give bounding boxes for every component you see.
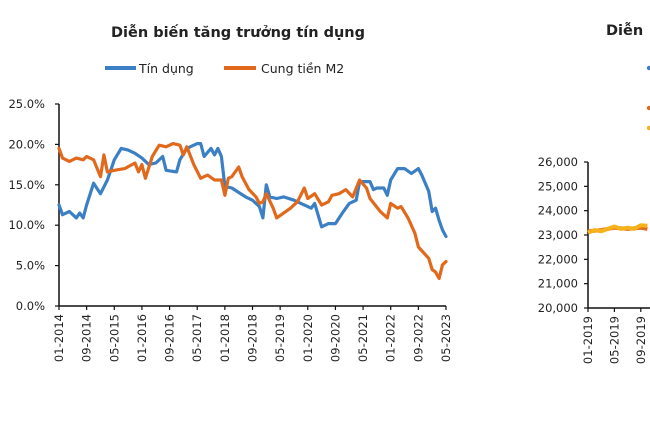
- x-tick-label: 05-2021: [356, 314, 370, 362]
- y-tick-label: 20.0%: [8, 137, 45, 151]
- legend-label-m2: Cung tiền M2: [261, 61, 344, 76]
- series-line-tin-dung: [57, 142, 448, 239]
- y-tick-label: 10.0%: [8, 218, 45, 232]
- y-tick-label: 15.0%: [8, 178, 45, 192]
- chart-title-right: Diễn: [606, 22, 643, 39]
- y-tick-label: 20,000: [538, 301, 578, 315]
- x-tick-label: 09-2018: [246, 314, 260, 362]
- x-tick-label: 09-2019: [634, 316, 648, 364]
- x-tick-label: 09-2022: [411, 314, 425, 362]
- x-tick-label: 09-2016: [163, 314, 177, 362]
- axes-right: 20,000 21,000 22,000 23,000 24,000 25,000 26,0…: [538, 155, 650, 364]
- x-tick-label: 09-2014: [80, 314, 94, 362]
- x-tick-label: 01-2020: [301, 314, 315, 362]
- y-tick-label: 22,000: [538, 252, 578, 266]
- x-tick-label: 01-2018: [218, 314, 232, 362]
- y-tick-label: 0.0%: [16, 299, 45, 313]
- series-line-right-1: [587, 223, 648, 235]
- y-tick-label: 25,000: [538, 179, 578, 193]
- series-line-cung-tien-m2: [57, 142, 448, 281]
- y-tick-label: 23,000: [538, 228, 578, 242]
- x-tick-label: 05-2019: [273, 314, 287, 362]
- legend-marker: [646, 105, 650, 111]
- y-tick-label: 24,000: [538, 204, 578, 218]
- legend-label-tin-dung: Tín dụng: [138, 61, 194, 76]
- x-tick-label: 01-2014: [52, 314, 66, 362]
- y-tick-label: 26,000: [538, 155, 578, 169]
- x-tick-label: 01-2022: [384, 314, 398, 362]
- x-tick-label: 01-2016: [135, 314, 149, 362]
- legend: Tín dụng Cung tiền M2: [105, 61, 344, 76]
- x-tick-label: 05-2023: [439, 314, 453, 362]
- x-tick-label: 01-2019: [581, 316, 595, 364]
- legend-marker: [646, 125, 650, 131]
- x-tick-label: 05-2017: [190, 314, 204, 362]
- legend-marker: [646, 65, 650, 71]
- exchange-rate-chart: Diễn 20,000 21,000 22,000 23,000 24,000 25,00…: [538, 22, 650, 364]
- axes: 0.0% 5.0% 10.0% 15.0% 20.0% 25.0% 01-2014 09-20…: [8, 97, 453, 362]
- series-group-right: [587, 223, 648, 235]
- credit-growth-chart: Diễn biến tăng trưởng tín dụng Tín dụng …: [8, 24, 453, 362]
- y-tick-label: 21,000: [538, 277, 578, 291]
- x-tick-label: 05-2019: [607, 316, 621, 364]
- y-tick-label: 5.0%: [16, 259, 45, 273]
- series-group: [57, 142, 448, 281]
- x-tick-label: 05-2015: [107, 314, 121, 362]
- x-tick-label: 09-2020: [328, 314, 342, 362]
- legend-right: [646, 65, 650, 131]
- y-tick-label: 25.0%: [8, 97, 45, 111]
- chart-title: Diễn biến tăng trưởng tín dụng: [111, 24, 365, 41]
